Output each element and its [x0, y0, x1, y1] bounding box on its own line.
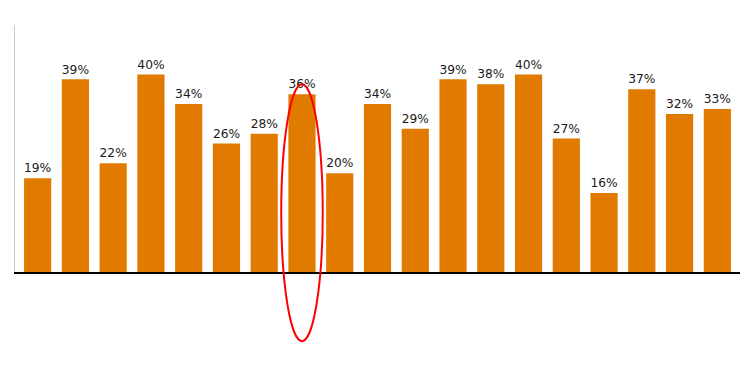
svg-text:39%: 39%: [439, 63, 466, 77]
svg-text:20%: 20%: [326, 156, 353, 170]
svg-text:36%: 36%: [288, 77, 315, 91]
svg-text:34%: 34%: [175, 87, 202, 101]
svg-text:16%: 16%: [590, 176, 617, 190]
svg-text:37%: 37%: [628, 72, 655, 86]
svg-text:40%: 40%: [137, 58, 164, 72]
svg-text:34%: 34%: [364, 87, 391, 101]
svg-text:40%: 40%: [515, 58, 542, 72]
svg-text:26%: 26%: [213, 127, 240, 141]
svg-text:32%: 32%: [666, 97, 693, 111]
svg-text:22%: 22%: [100, 146, 127, 160]
svg-text:19%: 19%: [24, 161, 51, 175]
svg-text:28%: 28%: [251, 117, 278, 131]
svg-text:33%: 33%: [704, 92, 731, 106]
svg-text:38%: 38%: [477, 67, 504, 81]
svg-text:27%: 27%: [553, 122, 580, 136]
svg-text:39%: 39%: [62, 63, 89, 77]
svg-text:29%: 29%: [402, 112, 429, 126]
